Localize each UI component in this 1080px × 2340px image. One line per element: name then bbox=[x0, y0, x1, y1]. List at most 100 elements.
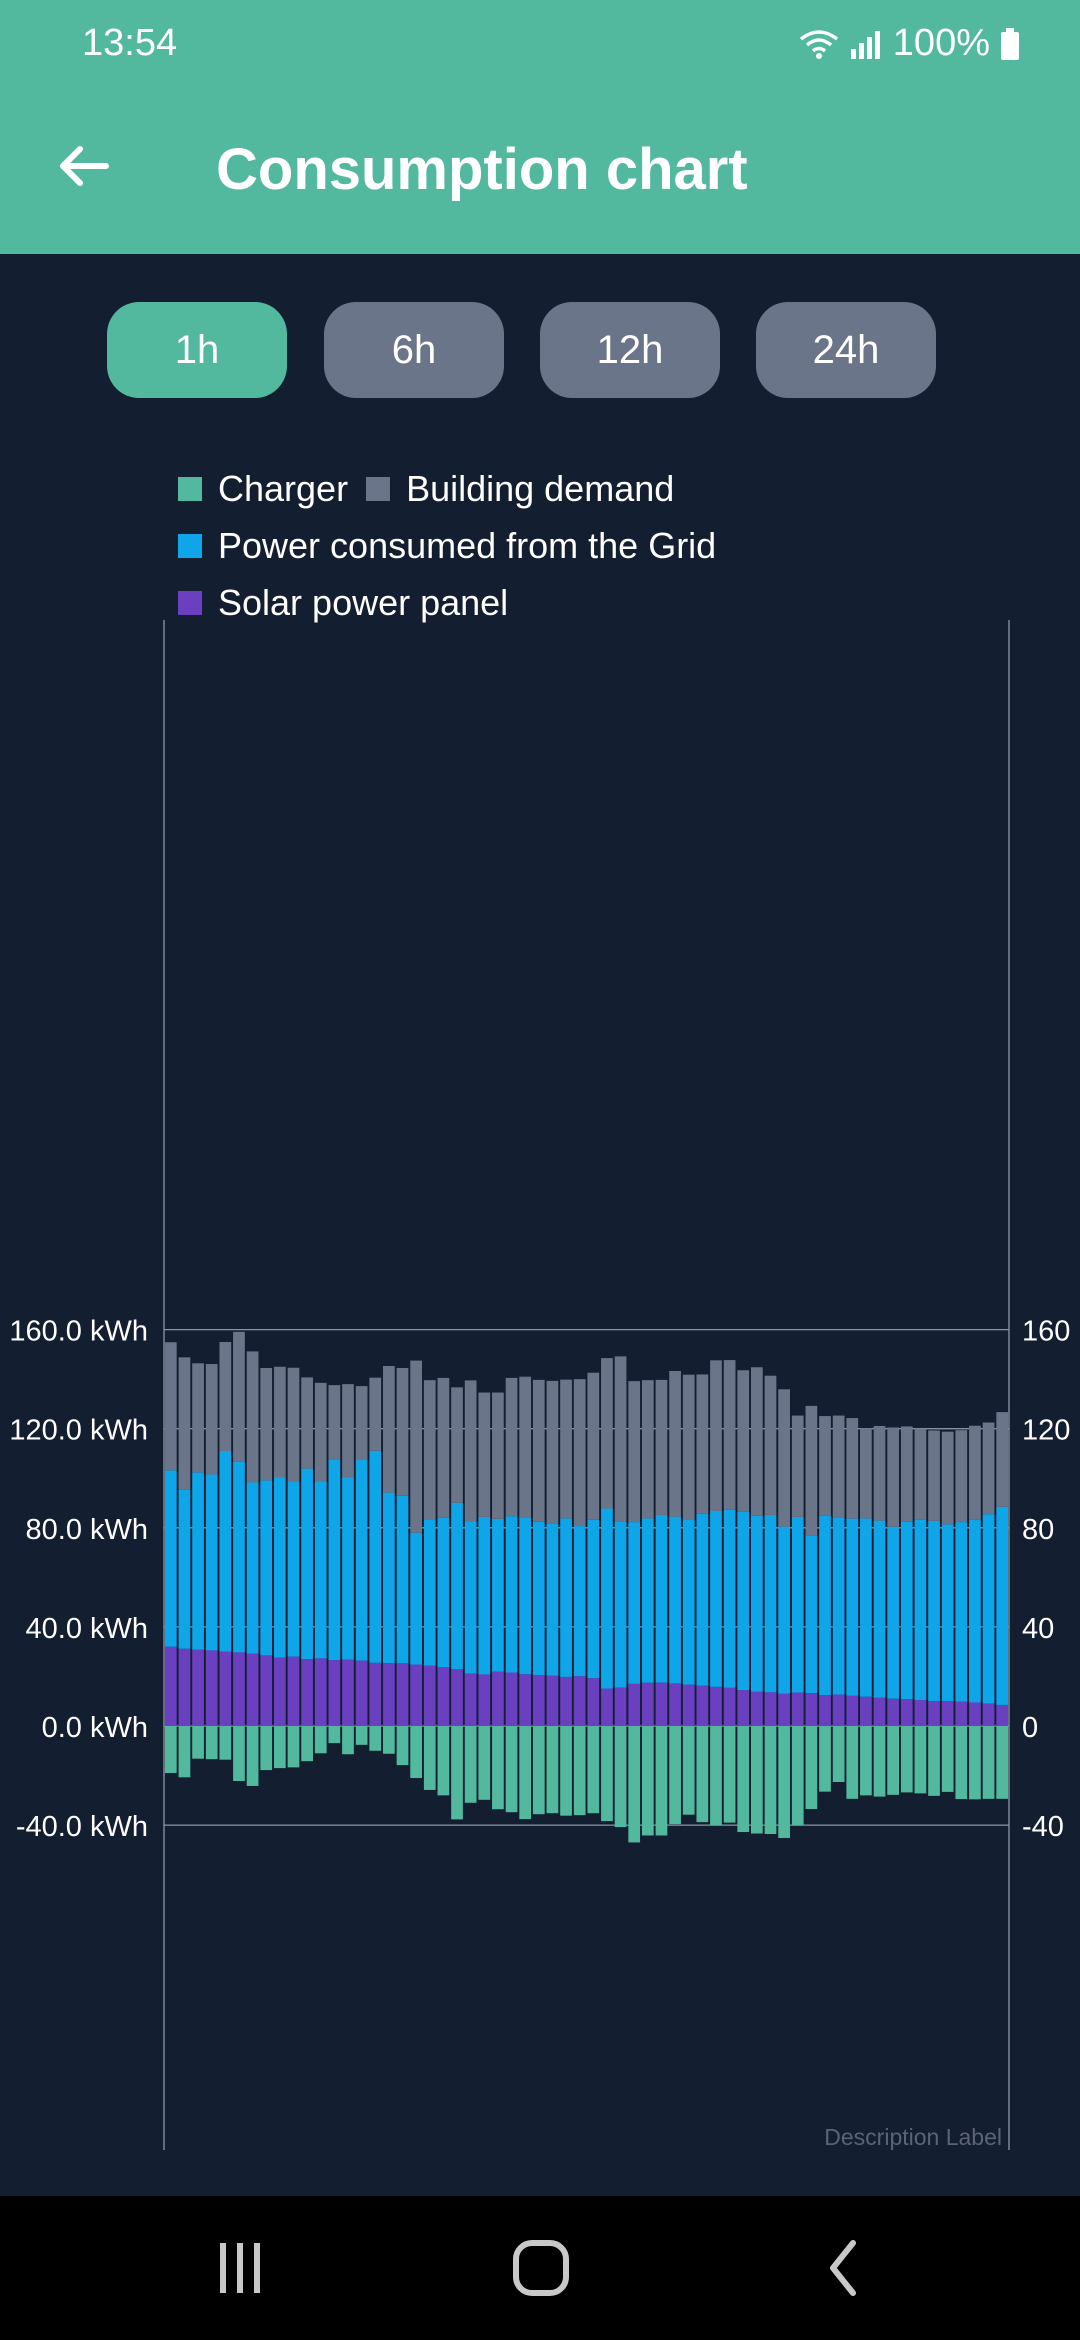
bar-grid bbox=[682, 1519, 695, 1685]
bar-solar bbox=[573, 1676, 586, 1726]
bar-building bbox=[505, 1377, 518, 1517]
bar-charger bbox=[546, 1726, 559, 1814]
bar-building bbox=[369, 1377, 382, 1451]
bar-grid bbox=[832, 1517, 845, 1695]
bar-building bbox=[805, 1405, 818, 1536]
bar-solar bbox=[996, 1704, 1009, 1726]
bar-grid bbox=[328, 1459, 341, 1661]
bar-charger bbox=[328, 1726, 341, 1744]
bar-grid bbox=[982, 1514, 995, 1704]
bar-grid bbox=[492, 1518, 504, 1672]
bar-solar bbox=[164, 1646, 177, 1726]
bar-grid bbox=[860, 1518, 872, 1697]
bar-charger bbox=[301, 1726, 313, 1762]
bar-charger bbox=[628, 1726, 641, 1843]
bar-grid bbox=[301, 1468, 313, 1660]
bar-grid bbox=[887, 1526, 900, 1699]
bar-solar bbox=[560, 1676, 572, 1726]
bar-building bbox=[614, 1356, 627, 1522]
bar-charger bbox=[928, 1726, 940, 1796]
bar-solar bbox=[205, 1650, 218, 1726]
bar-grid bbox=[546, 1523, 559, 1676]
bar-solar bbox=[601, 1688, 613, 1726]
bar-solar bbox=[369, 1662, 382, 1726]
bar-grid bbox=[273, 1477, 286, 1658]
home-button[interactable] bbox=[496, 2232, 586, 2304]
range-12h-button[interactable]: 12h bbox=[540, 302, 720, 398]
legend-item-grid: Power consumed from the Grid bbox=[178, 525, 716, 567]
bar-solar bbox=[478, 1674, 491, 1726]
bar-grid bbox=[751, 1515, 763, 1692]
bar-grid bbox=[737, 1511, 750, 1691]
bar-building bbox=[860, 1428, 872, 1519]
y-tick-label-left: 0.0 kWh bbox=[42, 1712, 148, 1744]
bar-charger bbox=[355, 1726, 368, 1745]
bar-solar bbox=[464, 1673, 477, 1726]
bar-building bbox=[423, 1380, 436, 1520]
bar-solar bbox=[410, 1664, 422, 1726]
bar-building bbox=[451, 1387, 463, 1503]
range-24h-button[interactable]: 24h bbox=[756, 302, 936, 398]
y-tick-label-left: 120.0 kWh bbox=[9, 1415, 148, 1447]
bar-charger bbox=[178, 1726, 191, 1778]
bar-solar bbox=[342, 1659, 354, 1726]
bar-building bbox=[655, 1379, 668, 1515]
bar-solar bbox=[505, 1672, 518, 1726]
bar-building bbox=[396, 1368, 409, 1496]
bar-grid bbox=[478, 1516, 491, 1675]
bar-building bbox=[410, 1360, 422, 1533]
y-tick-label-right: 0 bbox=[1022, 1712, 1038, 1744]
bar-building bbox=[492, 1392, 504, 1519]
bar-building bbox=[723, 1360, 736, 1510]
bar-charger bbox=[805, 1726, 818, 1809]
battery-level: 100% bbox=[892, 22, 990, 64]
range-1h-button[interactable]: 1h bbox=[107, 302, 287, 398]
legend-label-building: Building demand bbox=[406, 467, 675, 509]
bar-grid bbox=[846, 1518, 859, 1696]
bar-solar bbox=[492, 1671, 504, 1726]
bar-building bbox=[928, 1430, 940, 1521]
range-6h-button[interactable]: 6h bbox=[324, 302, 504, 398]
bar-grid bbox=[573, 1526, 586, 1677]
bar-solar bbox=[178, 1648, 191, 1726]
bar-solar bbox=[437, 1667, 450, 1726]
bar-solar bbox=[519, 1674, 532, 1726]
bar-building bbox=[696, 1374, 709, 1514]
bar-grid bbox=[764, 1514, 777, 1693]
bar-grid bbox=[928, 1520, 940, 1701]
bar-building bbox=[178, 1357, 191, 1490]
bar-grid bbox=[178, 1489, 191, 1649]
bar-solar bbox=[710, 1686, 722, 1726]
bar-charger bbox=[655, 1726, 668, 1836]
bar-building bbox=[628, 1381, 641, 1523]
bar-building bbox=[819, 1416, 831, 1516]
bar-solar bbox=[614, 1687, 627, 1726]
bar-grid bbox=[723, 1509, 736, 1688]
chevron-left-icon bbox=[830, 2240, 856, 2296]
back-button[interactable] bbox=[48, 130, 120, 202]
bar-grid bbox=[955, 1522, 968, 1702]
legend-item-charger: Charger bbox=[178, 468, 348, 510]
recents-button[interactable] bbox=[195, 2232, 285, 2304]
bar-solar bbox=[832, 1694, 845, 1726]
bar-grid bbox=[791, 1516, 804, 1693]
bar-charger bbox=[996, 1726, 1009, 1799]
bar-charger bbox=[737, 1726, 750, 1833]
y-tick-label-right: 40 bbox=[1022, 1613, 1054, 1645]
bar-charger bbox=[396, 1726, 409, 1766]
bar-charger bbox=[601, 1726, 613, 1822]
bar-solar bbox=[873, 1697, 886, 1726]
consumption-chart[interactable]: 160.0 kWh 160 120.0 kWh 120 80.0 kWh 80 40.0 k… bbox=[0, 600, 1080, 2160]
bar-grid bbox=[423, 1519, 436, 1666]
bar-solar bbox=[764, 1692, 777, 1726]
bar-charger bbox=[532, 1726, 545, 1815]
bar-charger bbox=[205, 1726, 218, 1760]
y-tick-label-left: -40.0 kWh bbox=[16, 1811, 148, 1843]
bar-grid bbox=[696, 1513, 709, 1686]
bar-grid bbox=[601, 1508, 613, 1689]
bar-solar bbox=[192, 1649, 204, 1726]
system-back-button[interactable] bbox=[800, 2232, 890, 2304]
page-title: Consumption chart bbox=[216, 137, 748, 202]
legend-item-solar: Solar power panel bbox=[178, 582, 508, 624]
bar-charger bbox=[900, 1726, 913, 1793]
